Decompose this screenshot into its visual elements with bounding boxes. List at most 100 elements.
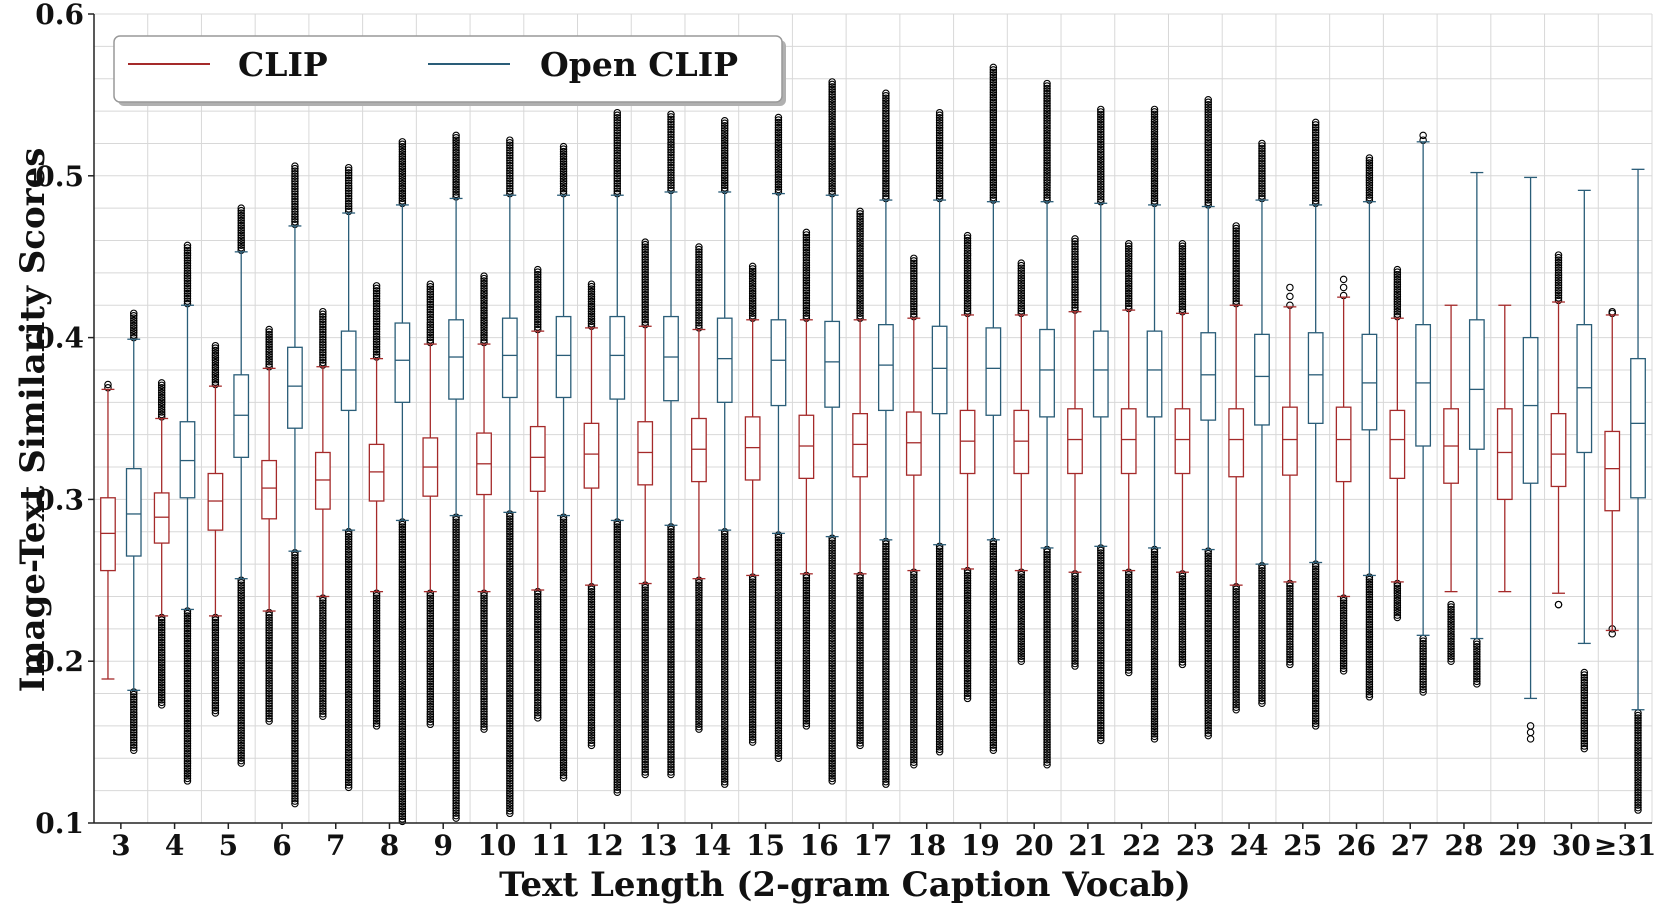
outlier-point <box>130 741 138 749</box>
outlier-point <box>452 791 460 800</box>
outlier-point <box>183 647 192 655</box>
outlier-point <box>211 686 220 695</box>
outlier-point <box>398 610 407 619</box>
outlier-point <box>211 371 220 379</box>
outlier-point <box>291 659 299 667</box>
outlier-point <box>452 714 460 722</box>
outlier-point <box>480 707 488 716</box>
outlier-point <box>398 735 407 743</box>
box-iqr <box>261 459 278 520</box>
outlier-point <box>237 694 245 702</box>
outlier-point <box>183 274 192 283</box>
outlier-point <box>426 592 435 600</box>
outlier-point <box>480 652 488 660</box>
outlier-point <box>344 573 353 581</box>
outlier-point <box>183 717 192 725</box>
outlier-point <box>291 162 299 170</box>
outlier-point <box>506 704 514 713</box>
outlier-point <box>183 259 192 267</box>
outlier-point <box>157 696 166 704</box>
outlier-point <box>319 707 327 715</box>
outlier-point <box>265 641 273 650</box>
outlier-point <box>291 187 299 196</box>
outlier-point <box>452 578 460 587</box>
outlier-point <box>426 300 435 309</box>
outlier-point <box>291 190 299 198</box>
outlier-point <box>452 744 460 752</box>
box-iqr <box>716 317 733 403</box>
outlier-point <box>291 661 299 670</box>
outlier-point <box>319 313 327 321</box>
outlier-point <box>372 614 381 623</box>
outlier-point <box>452 814 460 822</box>
outlier-point <box>319 604 327 612</box>
outlier-point <box>265 613 273 622</box>
outlier-point <box>211 354 220 362</box>
outlier-point <box>319 330 327 339</box>
outlier-point <box>452 756 460 765</box>
outlier-point <box>183 682 192 690</box>
outlier-point <box>344 673 353 681</box>
outlier-point <box>506 732 514 740</box>
outlier-point <box>237 234 245 242</box>
outlier-point <box>157 643 166 652</box>
outlier-point <box>452 646 460 654</box>
box-open-clip-5 <box>394 138 411 826</box>
box-iqr <box>1013 409 1030 475</box>
box-clip-23 <box>1335 275 1352 675</box>
outlier-point <box>1339 283 1348 292</box>
outlier-point <box>398 147 407 156</box>
outlier-point <box>452 623 460 632</box>
outlier-point <box>183 722 192 730</box>
outlier-point <box>372 292 381 300</box>
outlier-point <box>398 717 407 726</box>
outlier-point <box>426 597 435 605</box>
outlier-point <box>506 742 514 750</box>
outlier-point <box>183 672 192 680</box>
outlier-point <box>291 175 299 183</box>
outlier-point <box>130 728 138 737</box>
outlier-point <box>452 736 460 745</box>
outlier-point <box>506 679 514 688</box>
outlier-point <box>452 686 460 694</box>
outlier-point <box>183 697 192 705</box>
outlier-point <box>344 575 353 584</box>
outlier-point <box>291 641 299 650</box>
outlier-point <box>291 619 299 627</box>
outlier-point <box>237 724 245 732</box>
outlier-point <box>372 624 381 633</box>
outlier-point <box>398 640 407 649</box>
outlier-point <box>237 704 245 712</box>
outlier-point <box>480 604 488 613</box>
outlier-point <box>265 709 273 718</box>
outlier-point <box>372 649 381 658</box>
outlier-point <box>480 700 488 708</box>
outlier-point <box>237 239 245 247</box>
outlier-point <box>426 657 435 666</box>
outlier-point <box>319 358 327 367</box>
outlier-point <box>344 670 353 679</box>
outlier-point <box>452 786 460 795</box>
outlier-point <box>372 343 381 351</box>
outlier-point <box>398 795 407 803</box>
outlier-point <box>398 593 407 601</box>
outlier-point <box>211 699 220 707</box>
outlier-point <box>344 660 353 669</box>
outlier-point <box>183 694 192 703</box>
outlier-point <box>506 664 514 673</box>
outlier-point <box>372 699 381 708</box>
outlier-point <box>452 143 460 152</box>
outlier-point <box>237 214 245 222</box>
outlier-point <box>398 573 407 581</box>
outlier-point <box>344 650 353 659</box>
outlier-point <box>506 752 514 760</box>
outlier-point <box>344 728 353 737</box>
outlier-point <box>426 315 435 324</box>
outlier-point <box>291 679 299 687</box>
outlier-point <box>372 602 381 610</box>
outlier-point <box>452 799 460 807</box>
outlier-point <box>480 690 488 698</box>
outlier-point <box>319 596 327 605</box>
outlier-point <box>291 689 299 697</box>
box-iqr <box>959 409 976 475</box>
